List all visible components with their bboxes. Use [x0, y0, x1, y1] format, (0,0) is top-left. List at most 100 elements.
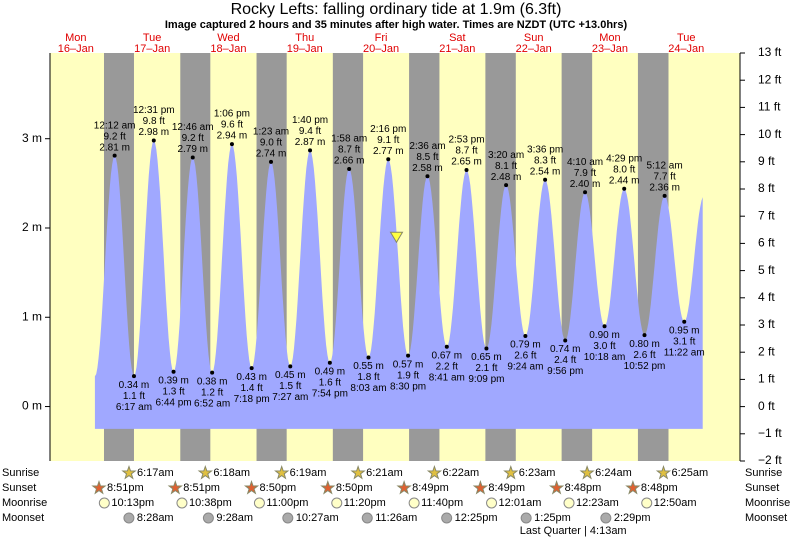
day-name: Thu	[295, 32, 314, 44]
tide-point	[190, 155, 195, 160]
tide-label: 4:29 pm	[606, 153, 642, 164]
moon-icon	[253, 497, 265, 509]
day-name: Fri	[375, 32, 388, 44]
y2-tick-label: 3 ft	[758, 317, 775, 331]
sunrise-time: 6:22am	[442, 467, 479, 479]
tide-label: 8.3 ft	[534, 155, 556, 166]
tide-label: 5:12 am	[647, 160, 683, 171]
day-name: Wed	[217, 32, 239, 44]
sunset-time: 8:48pm	[641, 482, 678, 494]
moon-phase: Last Quarter | 4:13am	[520, 525, 627, 537]
day-date: 19–Jan	[287, 43, 323, 55]
tide-label: 7:27 am	[272, 392, 308, 403]
day-date: 20–Jan	[363, 43, 399, 55]
tide-label: 6:52 am	[194, 398, 230, 409]
moonset-time: 9:28am	[216, 512, 253, 524]
tide-label: 9.4 ft	[299, 126, 321, 137]
tide-label: 2.94 m	[217, 131, 248, 142]
tide-label: 2.66 m	[334, 156, 365, 167]
tide-label: 2.54 m	[530, 166, 561, 177]
day-date: 23–Jan	[592, 43, 628, 55]
tide-label: 1:58 am	[331, 134, 367, 145]
day-name: Tue	[677, 32, 696, 44]
sunset-time: 8:51pm	[183, 482, 220, 494]
moon-icon	[361, 512, 373, 524]
sun-icon	[121, 464, 137, 480]
moon-icon	[486, 497, 498, 509]
sunrise-time: 6:23am	[519, 467, 556, 479]
sun-icon	[625, 479, 641, 495]
tide-point	[523, 334, 528, 339]
y2-tick-label: 13 ft	[758, 45, 782, 59]
moonrise-time: 12:23am	[576, 497, 619, 509]
tide-label: 0.95 m	[669, 325, 700, 336]
tide-point	[288, 364, 293, 369]
day-name: Sat	[449, 32, 466, 44]
tide-label: 1.8 ft	[357, 372, 379, 383]
tide-label: 10:18 am	[584, 352, 626, 363]
sun-icon	[320, 479, 336, 495]
tide-label: 1:06 pm	[214, 109, 250, 120]
tide-label: 2.6 ft	[633, 350, 655, 361]
day-name: Tue	[143, 32, 162, 44]
day-date: 17–Jan	[134, 43, 170, 55]
moonrise-time: 10:38pm	[189, 497, 232, 509]
sunset-time: 8:49pm	[412, 482, 449, 494]
tide-label: 0.34 m	[119, 380, 150, 391]
tide-point	[229, 142, 234, 147]
tide-point	[112, 153, 117, 158]
tide-label: 3:36 pm	[527, 144, 563, 155]
sunset-time: 8:50pm	[336, 482, 373, 494]
sunrise-time: 6:17am	[137, 467, 174, 479]
y2-tick-label: 4 ft	[758, 290, 775, 304]
moonrise-time: 12:50am	[654, 497, 697, 509]
tide-label: 2.58 m	[412, 163, 443, 174]
tide-label: 2.74 m	[256, 149, 287, 160]
tide-label: 2:36 am	[409, 141, 445, 152]
tide-point	[425, 174, 430, 179]
tide-label: 0.79 m	[510, 340, 541, 351]
tide-point	[386, 157, 391, 162]
tide-label: 2.6 ft	[514, 351, 536, 362]
tide-label: 9:56 pm	[547, 366, 583, 377]
moonset-time: 8:28am	[137, 512, 174, 524]
tide-label: 6:44 pm	[155, 397, 191, 408]
tide-label: 9:24 am	[507, 362, 543, 373]
tide-label: 1:40 pm	[292, 115, 328, 126]
tide-label: 1.5 ft	[279, 381, 301, 392]
tide-point	[151, 138, 156, 143]
tide-point	[583, 190, 588, 195]
tide-label: 9.6 ft	[221, 120, 243, 131]
tide-label: 2.1 ft	[475, 363, 497, 374]
row-label: Sunset	[745, 482, 779, 494]
tide-label: 2.81 m	[99, 142, 130, 153]
tide-label: 7:54 pm	[312, 388, 348, 399]
tide-label: 9.0 ft	[260, 138, 282, 149]
tide-point	[504, 183, 509, 188]
tide-label: 3.0 ft	[593, 341, 615, 352]
tide-point	[444, 344, 449, 349]
y-tick-label: 1 m	[22, 309, 42, 323]
day-date: 16–Jan	[58, 43, 94, 55]
tide-label: 8.1 ft	[495, 161, 517, 172]
tide-label: 7.7 ft	[654, 171, 676, 182]
tide-label: 8.5 ft	[416, 152, 438, 163]
y-tick-label: 2 m	[22, 220, 42, 234]
tide-label: 1.6 ft	[319, 377, 341, 388]
sun-icon	[167, 479, 183, 495]
sun-icon	[503, 464, 519, 480]
tide-label: 1.4 ft	[241, 383, 263, 394]
y2-tick-label: 5 ft	[758, 263, 775, 277]
sunset-time: 8:51pm	[107, 482, 144, 494]
tide-point	[210, 370, 215, 375]
sunrise-time: 6:24am	[595, 467, 632, 479]
tide-label: 9:09 pm	[468, 374, 504, 385]
sunrise-time: 6:19am	[290, 467, 327, 479]
tide-label: 8:03 am	[350, 383, 386, 394]
day-date: 18–Jan	[210, 43, 246, 55]
tide-label: 0.39 m	[158, 375, 189, 386]
tide-label: 1.1 ft	[123, 391, 145, 402]
tide-label: 9.2 ft	[182, 133, 204, 144]
moon-icon	[441, 512, 453, 524]
